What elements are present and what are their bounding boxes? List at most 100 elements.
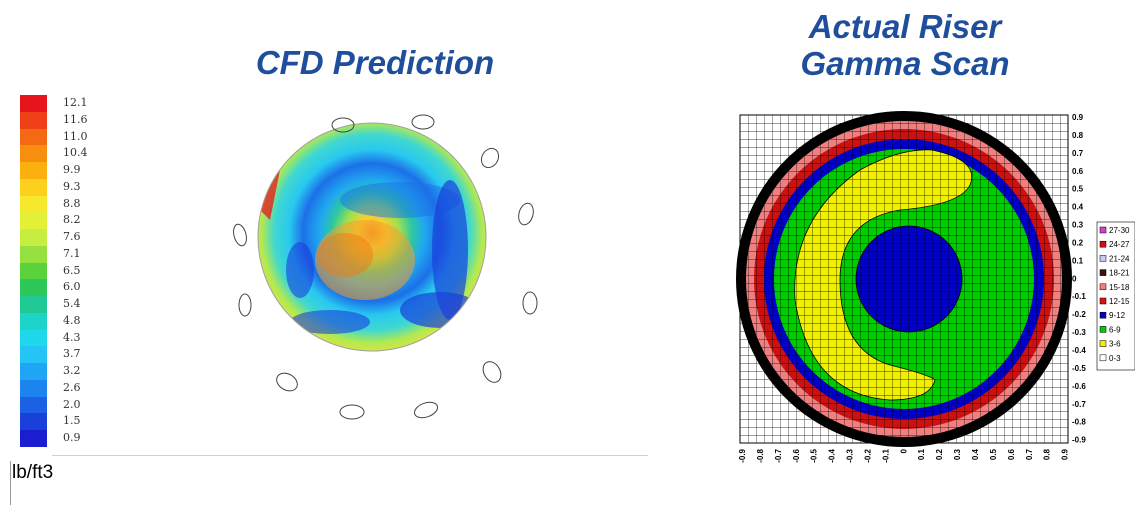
y-tick-label: -0.4: [1072, 346, 1086, 355]
cfd-density-patches: [260, 170, 480, 334]
colorbar-swatch: [20, 229, 47, 247]
x-tick-label: 0.5: [989, 448, 998, 460]
colorbar-label: 0.9: [63, 431, 81, 445]
legend-swatch: [1099, 311, 1107, 319]
colorbar-label: 4.3: [63, 330, 81, 344]
colorbar-label: 9.9: [63, 163, 81, 177]
x-tick-label: -0.4: [828, 448, 837, 462]
y-tick-label: 0.4: [1072, 203, 1084, 212]
colorbar-label: 11.0: [63, 129, 88, 143]
colorbar-label: 7.1: [63, 246, 81, 260]
x-tick-label: 0.6: [1007, 448, 1016, 460]
nozzle-outlines: [233, 114, 538, 420]
colorbar-swatch: [20, 430, 47, 448]
legend-label: 18-21: [1109, 269, 1130, 278]
x-tick-label: -0.9: [738, 448, 747, 462]
colorbar-swatch: [20, 212, 47, 230]
legend-label: 21-24: [1109, 254, 1130, 263]
x-tick-label: 0.3: [953, 448, 962, 460]
cfd-colorbar: 12.1 11.6 11.0 10.4 9.9 9.3 8.8 8.2 7.6 7.1 6.5 6.0…: [20, 95, 110, 448]
y-tick-label: 0.9: [1072, 113, 1084, 122]
gamma-title-line1: Actual Riser: [808, 8, 1002, 45]
x-tick-label: -0.6: [792, 448, 801, 462]
y-tick-label: 0.6: [1072, 167, 1084, 176]
colorbar-swatch: [20, 379, 47, 398]
legend-label: 9-12: [1109, 311, 1126, 320]
colorbar-swatch: [20, 413, 47, 431]
colorbar-swatch: [20, 363, 47, 381]
legend-swatch: [1099, 340, 1107, 347]
colorbar-label: 8.2: [63, 213, 81, 227]
y-tick-label: 0.1: [1072, 256, 1084, 265]
y-tick-label: 0.3: [1072, 221, 1084, 230]
legend-label: 15-18: [1109, 283, 1130, 292]
x-tick-label: 0.8: [1043, 448, 1052, 460]
legend-swatch: [1099, 354, 1107, 362]
colorbar-label: 2.6: [63, 380, 81, 394]
colorbar-label: 4.8: [63, 313, 81, 327]
legend-swatch: [1099, 326, 1107, 333]
y-tick-label: 0.7: [1072, 149, 1084, 158]
colorbar-swatch: [20, 245, 47, 264]
cfd-prediction-plot: X Z Y: [233, 114, 538, 420]
x-tick-label: 0: [899, 448, 908, 453]
x-tick-label: -0.7: [774, 448, 783, 462]
x-tick-label: -0.2: [863, 448, 872, 462]
gamma-y-ticks: 0.9 0.8 0.7 0.6 0.5 0.4 0.3 0.2 0.1 0 -0.1 -0.2 -0.3…: [1072, 113, 1086, 445]
legend-swatch: [1099, 255, 1107, 262]
x-tick-label: 0.2: [935, 448, 944, 460]
x-tick-label: 0.1: [917, 448, 926, 460]
colorbar-label: 3.7: [63, 347, 81, 361]
cfd-title-text: CFD Prediction: [255, 44, 495, 81]
colorbar-swatch: [20, 262, 47, 280]
colorbar-swatch: [20, 95, 47, 113]
unit-label: lb/ft3: [12, 462, 54, 483]
gamma-title-line2: Gamma Scan: [800, 45, 1010, 82]
gamma-scan-plot: 0.9 0.8 0.7 0.6 0.5 0.4 0.3 0.2 0.1 0 -0.1 -0.2 -0.3…: [736, 111, 1135, 463]
x-tick-label: 0.7: [1025, 448, 1034, 460]
legend-swatch: [1099, 297, 1107, 305]
colorbar-label: 12.1: [63, 96, 88, 109]
gamma-legend: 27-30 24-27 21-24 18-21 15-18 12-15 9-12 6-9 3-6…: [1096, 221, 1135, 371]
colorbar-swatch: [20, 128, 47, 146]
colorbar-swatch: [20, 329, 47, 347]
unit-divider: [10, 461, 11, 505]
colorbar-swatch: [20, 145, 47, 163]
y-tick-label: -0.9: [1072, 436, 1086, 445]
cfd-prediction-title: CFD Prediction: [230, 44, 520, 82]
colorbar-label: 6.5: [63, 263, 81, 277]
colorbar-label: 2.0: [63, 397, 81, 411]
divider-line: [52, 455, 648, 456]
x-tick-label: -0.1: [881, 448, 890, 462]
colorbar-swatch: [20, 195, 47, 213]
colorbar-label: 9.3: [63, 179, 81, 193]
colorbar-label: 1.5: [63, 414, 81, 428]
y-tick-label: -0.1: [1072, 292, 1086, 301]
colorbar-swatch: [20, 178, 47, 197]
legend-label: 24-27: [1109, 240, 1130, 249]
y-tick-label: -0.8: [1072, 418, 1086, 427]
gamma-grid: [740, 115, 1068, 443]
y-tick-label: -0.6: [1072, 382, 1086, 391]
legend-swatch: [1099, 240, 1107, 248]
legend-swatch: [1099, 283, 1107, 291]
x-tick-label: -0.3: [846, 448, 855, 462]
x-tick-label: -0.5: [810, 448, 819, 462]
y-tick-label: 0.2: [1072, 238, 1084, 247]
x-tick-label: 0.9: [1061, 448, 1070, 460]
y-tick-label: -0.2: [1072, 310, 1086, 319]
legend-label: 0-3: [1109, 354, 1121, 363]
colorbar-swatch: [20, 162, 47, 180]
gamma-x-ticks: -0.9 -0.8 -0.7 -0.6 -0.5 -0.4 -0.3 -0.2 -0.1 0 0.1…: [738, 448, 1070, 462]
colorbar-label: 8.8: [63, 196, 81, 210]
colorbar-label: 5.4: [63, 297, 81, 311]
colorbar-label: 3.2: [63, 364, 81, 378]
colorbar-label: 6.0: [63, 280, 81, 294]
colorbar-swatch: [20, 312, 47, 331]
colorbar-label: 11.6: [63, 112, 88, 126]
y-tick-label: -0.7: [1072, 400, 1086, 409]
y-tick-label: -0.5: [1072, 364, 1086, 373]
y-tick-label: 0: [1072, 274, 1077, 283]
colorbar-swatch: [20, 396, 47, 414]
legend-swatch: [1099, 226, 1107, 234]
